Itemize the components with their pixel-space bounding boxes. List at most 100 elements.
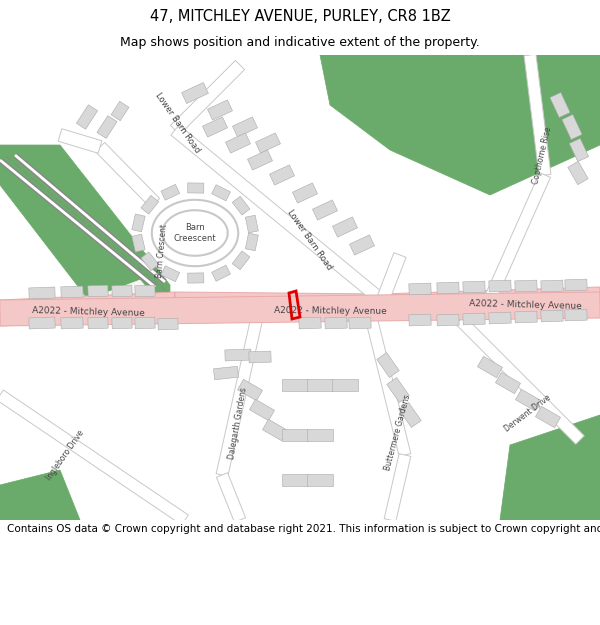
Polygon shape (212, 265, 230, 281)
Polygon shape (292, 183, 317, 203)
Text: Contains OS data © Crown copyright and database right 2021. This information is : Contains OS data © Crown copyright and d… (7, 524, 600, 534)
Text: A2022 - Mitchley Avenue: A2022 - Mitchley Avenue (469, 299, 581, 311)
Polygon shape (541, 310, 563, 322)
Polygon shape (535, 406, 560, 428)
Polygon shape (256, 133, 281, 153)
Polygon shape (269, 165, 295, 185)
Polygon shape (188, 273, 204, 283)
Polygon shape (232, 117, 257, 137)
Polygon shape (479, 173, 550, 312)
Polygon shape (202, 117, 227, 137)
Polygon shape (282, 379, 308, 391)
Polygon shape (489, 312, 511, 324)
Polygon shape (61, 286, 83, 298)
Text: A2022 - Mitchley Avenue: A2022 - Mitchley Avenue (32, 306, 145, 318)
Text: Ingleboro Drive: Ingleboro Drive (44, 428, 86, 482)
Polygon shape (141, 252, 159, 271)
Polygon shape (29, 317, 55, 329)
Polygon shape (161, 184, 179, 200)
Polygon shape (565, 279, 587, 291)
Polygon shape (95, 142, 160, 208)
Polygon shape (76, 105, 98, 129)
Polygon shape (456, 316, 584, 444)
Polygon shape (307, 379, 333, 391)
Text: Buttermere Gardens: Buttermere Gardens (383, 394, 412, 472)
Polygon shape (61, 317, 83, 329)
Polygon shape (463, 281, 485, 293)
Polygon shape (562, 114, 582, 139)
Polygon shape (332, 379, 358, 391)
Polygon shape (175, 292, 380, 320)
Polygon shape (374, 253, 406, 309)
Polygon shape (0, 390, 188, 525)
Polygon shape (307, 474, 333, 486)
Polygon shape (313, 200, 338, 220)
Polygon shape (515, 280, 537, 292)
Polygon shape (320, 55, 600, 195)
Polygon shape (132, 214, 145, 232)
Text: Lower Barn Road: Lower Barn Road (286, 208, 334, 272)
Text: Map shows position and indicative extent of the property.: Map shows position and indicative extent… (120, 36, 480, 49)
Polygon shape (112, 285, 132, 297)
Polygon shape (112, 317, 132, 329)
Polygon shape (299, 317, 321, 329)
Polygon shape (437, 282, 459, 294)
Polygon shape (409, 283, 431, 295)
Polygon shape (377, 352, 399, 377)
Polygon shape (214, 366, 239, 380)
Polygon shape (384, 454, 411, 521)
Polygon shape (100, 280, 170, 315)
Polygon shape (245, 233, 259, 251)
Polygon shape (141, 196, 159, 214)
Polygon shape (515, 389, 541, 411)
Polygon shape (29, 287, 55, 299)
Text: Barn Crescent: Barn Crescent (155, 224, 169, 278)
Polygon shape (437, 314, 459, 326)
Text: 47, MITCHLEY AVENUE, PURLEY, CR8 1BZ: 47, MITCHLEY AVENUE, PURLEY, CR8 1BZ (149, 9, 451, 24)
Polygon shape (349, 235, 374, 255)
Text: Lower Barn Road: Lower Barn Road (154, 91, 202, 155)
Polygon shape (387, 378, 409, 402)
Polygon shape (212, 185, 230, 201)
Polygon shape (524, 54, 551, 176)
Text: A2022 - Mitchley Avenue: A2022 - Mitchley Avenue (274, 306, 386, 316)
Polygon shape (170, 61, 245, 134)
Polygon shape (568, 161, 588, 184)
Polygon shape (171, 125, 394, 312)
Polygon shape (216, 312, 264, 476)
Polygon shape (349, 317, 371, 329)
Polygon shape (325, 317, 347, 329)
Polygon shape (249, 351, 271, 363)
Polygon shape (182, 82, 208, 104)
Polygon shape (188, 183, 204, 193)
Polygon shape (132, 234, 145, 252)
Text: Barn
Creescent: Barn Creescent (173, 223, 217, 243)
Text: Dalegarth Gardens: Dalegarth Gardens (227, 386, 249, 459)
Polygon shape (226, 133, 251, 153)
Polygon shape (489, 280, 511, 292)
Polygon shape (238, 379, 263, 401)
Polygon shape (0, 292, 176, 326)
Polygon shape (500, 415, 600, 520)
Text: Derwent Drive: Derwent Drive (503, 392, 553, 433)
Polygon shape (565, 309, 587, 321)
Polygon shape (515, 311, 537, 323)
Polygon shape (250, 399, 275, 421)
Polygon shape (496, 372, 521, 394)
Polygon shape (58, 129, 102, 153)
Polygon shape (0, 292, 600, 326)
Polygon shape (158, 318, 178, 330)
Polygon shape (332, 217, 358, 237)
Polygon shape (409, 314, 431, 326)
Polygon shape (161, 266, 179, 282)
Polygon shape (245, 215, 259, 233)
Polygon shape (232, 251, 250, 270)
Polygon shape (282, 474, 308, 486)
Polygon shape (232, 196, 250, 215)
Polygon shape (217, 472, 245, 522)
Polygon shape (569, 138, 589, 162)
Polygon shape (399, 402, 421, 428)
Polygon shape (463, 313, 485, 325)
Polygon shape (88, 285, 108, 297)
Polygon shape (307, 429, 333, 441)
